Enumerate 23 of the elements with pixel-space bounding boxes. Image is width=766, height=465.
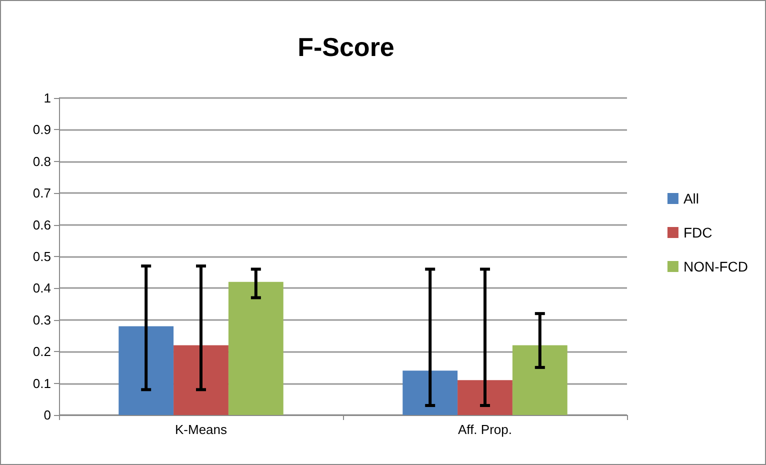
- y-tick-label: 0.4: [32, 280, 51, 296]
- bar: [458, 380, 512, 415]
- x-tick-label: Aff. Prop.: [458, 422, 512, 437]
- bar: [402, 370, 458, 415]
- bar: [118, 326, 174, 415]
- x-tick-label: K-Means: [174, 422, 228, 437]
- y-tick-label: 0.9: [32, 122, 51, 138]
- y-tick-label: 0.5: [32, 249, 51, 264]
- y-tick-label: 0.8: [32, 154, 51, 169]
- bar: [228, 282, 284, 415]
- y-tick-label: 0.1: [32, 376, 51, 391]
- y-tick-label: 0.3: [32, 312, 51, 328]
- y-tick-label: 0.6: [32, 217, 51, 232]
- y-tick-label: 0: [44, 408, 51, 422]
- y-tick-label: 0.2: [32, 344, 51, 360]
- y-tick-label: 0.7: [32, 186, 51, 201]
- y-tick-label: 1: [44, 90, 51, 106]
- legend-label: NON-FCD: [683, 258, 748, 274]
- legend-label: All: [683, 190, 700, 206]
- chart-title: F-Score: [298, 32, 394, 62]
- bar: [174, 345, 228, 415]
- legend-label: FDC: [683, 224, 712, 240]
- bar: [512, 345, 568, 415]
